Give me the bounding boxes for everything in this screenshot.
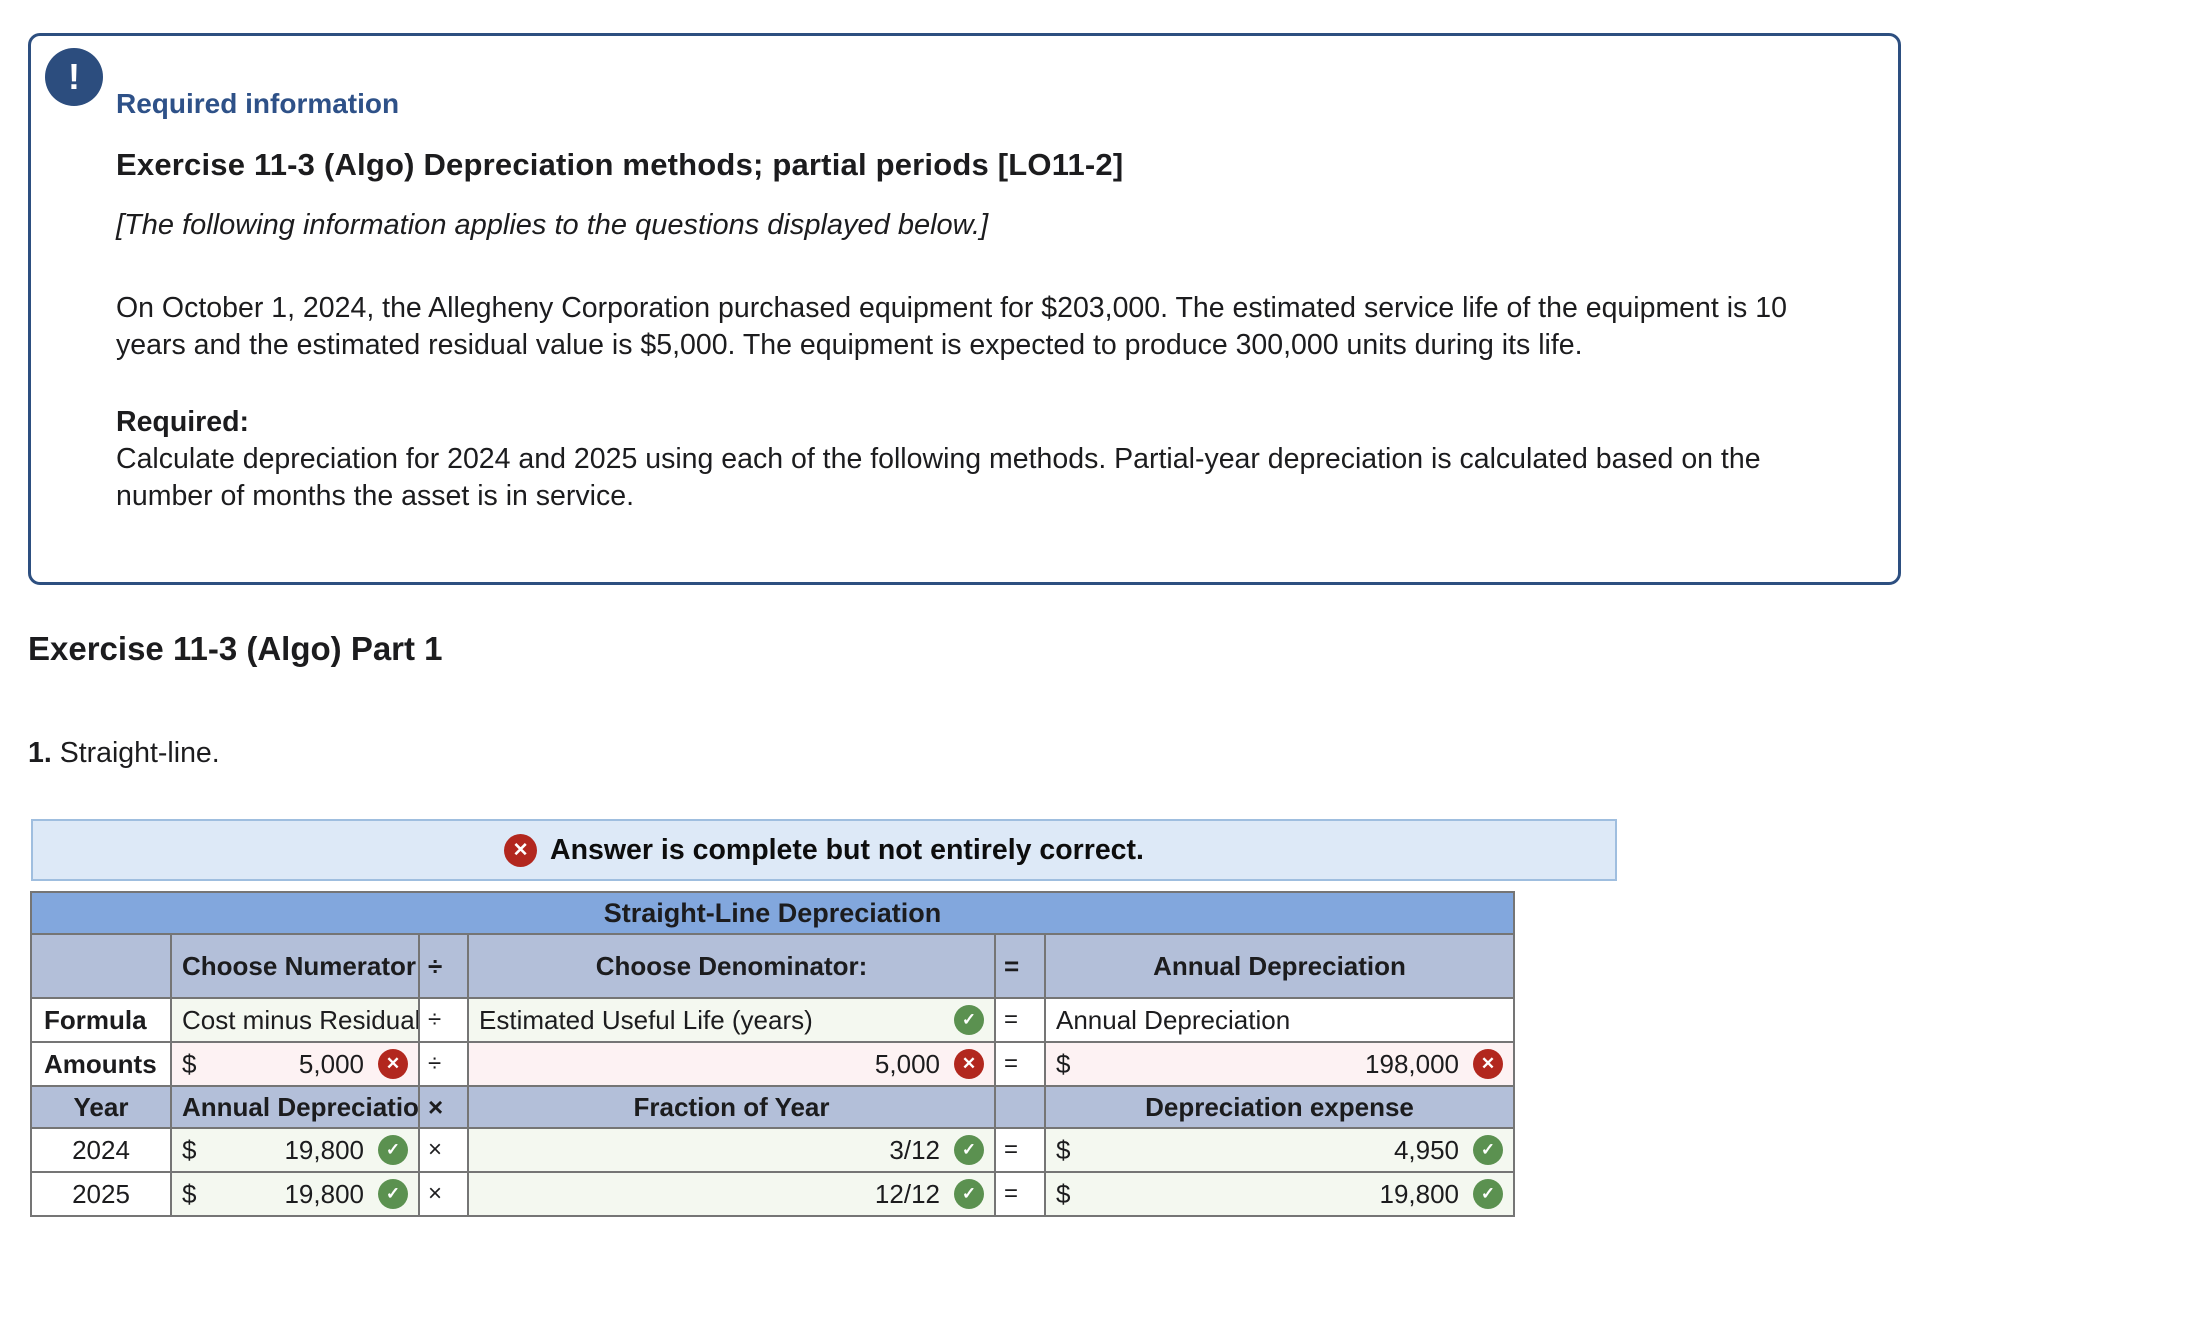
divide-symbol-header: ÷ bbox=[418, 933, 469, 999]
status-banner: ✕ Answer is complete but not entirely co… bbox=[31, 819, 1617, 881]
item-number: 1. bbox=[28, 737, 52, 769]
question-item: 1. Straight-line. bbox=[28, 737, 220, 770]
annual-depreciation-2025-cell[interactable]: $ 19,800 ✓ bbox=[170, 1171, 420, 1217]
equals-symbol: = bbox=[994, 1127, 1046, 1173]
annual-depreciation-amount-value: 198,000 bbox=[1365, 1048, 1460, 1079]
incorrect-icon: ✕ bbox=[378, 1049, 408, 1079]
annual-depreciation-2024-cell[interactable]: $ 19,800 ✓ bbox=[170, 1127, 420, 1173]
required-instructions: Calculate depreciation for 2024 and 2025… bbox=[116, 443, 1761, 512]
amounts-row-label: Amounts bbox=[30, 1041, 172, 1087]
denominator-formula-value: Estimated Useful Life (years) bbox=[479, 1004, 813, 1035]
expense-2024-cell[interactable]: $ 4,950 ✓ bbox=[1043, 1127, 1516, 1173]
fraction-of-year-header: Fraction of Year bbox=[467, 1085, 996, 1129]
numerator-amount-value: 5,000 bbox=[298, 1048, 364, 1079]
incorrect-icon: ✕ bbox=[504, 833, 538, 867]
numerator-header: Choose Numerator: bbox=[170, 933, 420, 999]
equals-symbol-header: = bbox=[994, 933, 1046, 999]
year-2025-row: 2025 $ 19,800 ✓ × 12/12 ✓ = $ 19,800 bbox=[30, 1171, 1516, 1217]
correct-icon: ✓ bbox=[954, 1135, 984, 1165]
expense-2025-cell[interactable]: $ 19,800 ✓ bbox=[1043, 1171, 1516, 1217]
amounts-row: Amounts $ 5,000 ✕ ÷ 5,000 ✕ = $ 198,00 bbox=[30, 1041, 1516, 1087]
correct-icon: ✓ bbox=[1473, 1135, 1504, 1165]
info-box-content: Required information Exercise 11-3 (Algo… bbox=[31, 36, 1898, 515]
annual-depreciation-column-header: Annual Depreciation bbox=[170, 1085, 420, 1129]
currency-symbol: $ bbox=[1056, 1048, 1071, 1079]
divide-symbol: ÷ bbox=[418, 1041, 469, 1087]
correct-icon: ✓ bbox=[378, 1179, 408, 1209]
table-title-row: Straight-Line Depreciation bbox=[29, 891, 1516, 935]
required-label: Required: bbox=[116, 406, 250, 438]
part-heading: Exercise 11-3 (Algo) Part 1 bbox=[28, 630, 443, 667]
correct-icon: ✓ bbox=[954, 1005, 984, 1035]
correct-icon: ✓ bbox=[1473, 1179, 1504, 1209]
table-title: Straight-Line Depreciation bbox=[29, 891, 1516, 935]
formula-result-cell: Annual Depreciation bbox=[1043, 997, 1516, 1043]
currency-symbol: $ bbox=[1056, 1134, 1071, 1165]
currency-symbol: $ bbox=[1056, 1178, 1071, 1209]
correct-icon: ✓ bbox=[954, 1179, 984, 1209]
year-value: 2025 bbox=[30, 1171, 172, 1217]
multiply-symbol: × bbox=[418, 1127, 469, 1173]
exercise-title: Exercise 11-3 (Algo) Depreciation method… bbox=[116, 147, 1124, 182]
equals-symbol: = bbox=[994, 1041, 1046, 1087]
correct-icon: ✓ bbox=[378, 1135, 408, 1165]
divide-symbol: ÷ bbox=[418, 997, 469, 1043]
equals-symbol-header-blank bbox=[994, 1085, 1046, 1129]
alert-icon: ! bbox=[45, 48, 103, 106]
denominator-amount-value: 5,000 bbox=[874, 1048, 940, 1079]
expense-2025-value: 19,800 bbox=[1379, 1178, 1460, 1209]
annual-depreciation-2024-value: 19,800 bbox=[284, 1134, 364, 1165]
incorrect-icon: ✕ bbox=[954, 1049, 984, 1079]
currency-symbol: $ bbox=[182, 1048, 197, 1079]
fraction-2024-cell[interactable]: 3/12 ✓ bbox=[467, 1127, 996, 1173]
denominator-amount-cell[interactable]: 5,000 ✕ bbox=[467, 1041, 996, 1087]
equals-symbol: = bbox=[994, 1171, 1046, 1217]
formula-row-label: Formula bbox=[30, 997, 172, 1043]
fraction-2024-value: 3/12 bbox=[889, 1134, 940, 1165]
required-info-box: ! Required information Exercise 11-3 (Al… bbox=[28, 33, 1901, 585]
annual-depreciation-header: Annual Depreciation bbox=[1043, 933, 1516, 999]
numerator-amount-cell[interactable]: $ 5,000 ✕ bbox=[170, 1041, 420, 1087]
multiply-symbol-header: × bbox=[418, 1085, 469, 1129]
depreciation-table: Straight-Line Depreciation Choose Numera… bbox=[29, 891, 1516, 1217]
currency-symbol: $ bbox=[182, 1178, 197, 1209]
depreciation-expense-header: Depreciation expense bbox=[1043, 1085, 1516, 1129]
numerator-formula-cell[interactable]: Cost minus Residual ✓ bbox=[170, 997, 420, 1043]
item-text: Straight-line. bbox=[59, 737, 220, 769]
info-note: [The following information applies to th… bbox=[116, 209, 989, 241]
numerator-formula-value: Cost minus Residual bbox=[182, 1004, 419, 1035]
required-information-label: Required information bbox=[116, 88, 400, 119]
formula-row: Formula Cost minus Residual ✓ ÷ Estimate… bbox=[30, 997, 1516, 1043]
year-value: 2024 bbox=[30, 1127, 172, 1173]
expense-2024-value: 4,950 bbox=[1393, 1134, 1460, 1165]
denominator-formula-cell[interactable]: Estimated Useful Life (years) ✓ bbox=[467, 997, 996, 1043]
currency-symbol: $ bbox=[182, 1134, 197, 1165]
blank-header-cell bbox=[30, 933, 172, 999]
status-banner-text: Answer is complete but not entirely corr… bbox=[550, 833, 1144, 866]
year-2024-row: 2024 $ 19,800 ✓ × 3/12 ✓ = $ 4,950 bbox=[30, 1127, 1516, 1173]
equals-symbol: = bbox=[994, 997, 1046, 1043]
annual-depreciation-2025-value: 19,800 bbox=[284, 1178, 364, 1209]
multiply-symbol: × bbox=[418, 1171, 469, 1217]
year-header-row: Year Annual Depreciation × Fraction of Y… bbox=[30, 1085, 1516, 1129]
denominator-header: Choose Denominator: bbox=[467, 933, 996, 999]
year-header: Year bbox=[30, 1085, 172, 1129]
problem-statement: On October 1, 2024, the Allegheny Corpor… bbox=[116, 292, 1787, 361]
incorrect-icon: ✕ bbox=[1473, 1049, 1504, 1079]
fraction-2025-cell[interactable]: 12/12 ✓ bbox=[467, 1171, 996, 1217]
table-column-header-row: Choose Numerator: ÷ Choose Denominator: … bbox=[30, 933, 1516, 999]
annual-depreciation-amount-cell[interactable]: $ 198,000 ✕ bbox=[1043, 1041, 1516, 1087]
fraction-2025-value: 12/12 bbox=[874, 1178, 940, 1209]
